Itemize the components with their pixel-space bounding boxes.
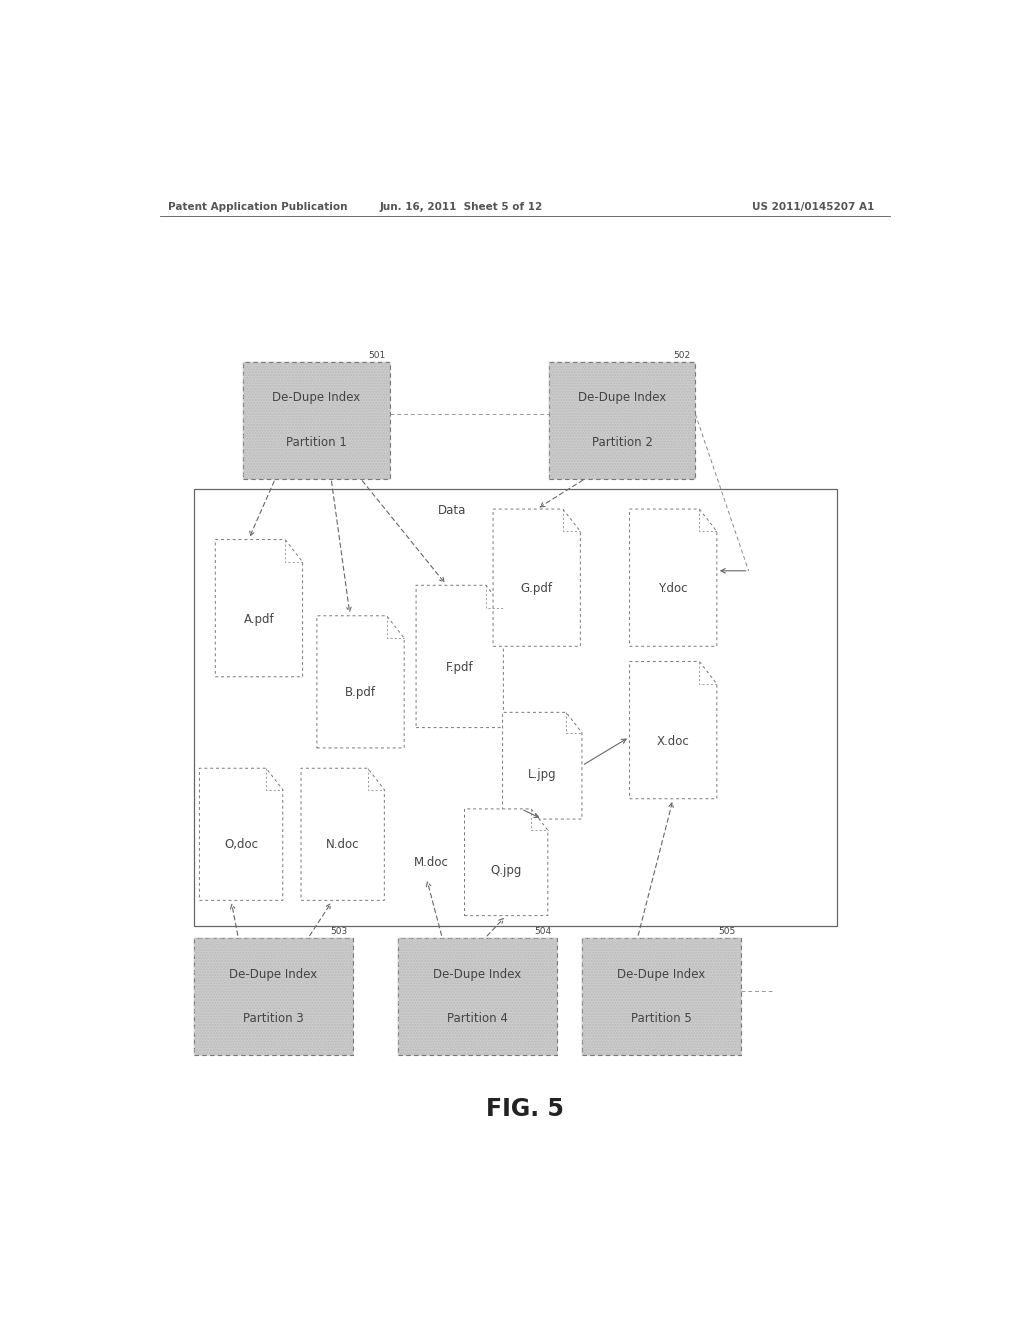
Text: B.pdf: B.pdf: [345, 686, 376, 698]
Polygon shape: [465, 809, 548, 916]
Bar: [194, 488, 837, 925]
Text: 502: 502: [674, 351, 690, 359]
Text: Partition 3: Partition 3: [243, 1012, 303, 1026]
Text: Partition 1: Partition 1: [286, 436, 347, 449]
Text: 505: 505: [719, 927, 736, 936]
Polygon shape: [503, 713, 582, 818]
Bar: [243, 362, 390, 479]
Bar: [549, 362, 695, 479]
Polygon shape: [630, 510, 717, 647]
Text: A.pdf: A.pdf: [244, 612, 274, 626]
Text: US 2011/0145207 A1: US 2011/0145207 A1: [752, 202, 873, 213]
Text: Partition 5: Partition 5: [631, 1012, 691, 1026]
Text: Y.doc: Y.doc: [658, 582, 688, 595]
Bar: [582, 939, 740, 1055]
Bar: [194, 939, 352, 1055]
Text: De-Dupe Index: De-Dupe Index: [617, 968, 706, 981]
Bar: [549, 362, 695, 479]
Text: O,doc: O,doc: [224, 838, 258, 851]
Polygon shape: [494, 510, 581, 647]
Text: De-Dupe Index: De-Dupe Index: [433, 968, 521, 981]
Text: Jun. 16, 2011  Sheet 5 of 12: Jun. 16, 2011 Sheet 5 of 12: [380, 202, 543, 213]
Bar: [397, 939, 557, 1055]
Text: FIG. 5: FIG. 5: [485, 1097, 564, 1121]
Text: M.doc: M.doc: [414, 857, 449, 870]
Text: Partition 4: Partition 4: [446, 1012, 508, 1026]
Text: Patent Application Publication: Patent Application Publication: [168, 202, 347, 213]
Text: 504: 504: [535, 927, 552, 936]
Text: L.jpg: L.jpg: [528, 768, 557, 780]
Text: N.doc: N.doc: [326, 838, 359, 851]
Bar: [582, 939, 740, 1055]
Bar: [194, 939, 352, 1055]
Text: G.pdf: G.pdf: [520, 582, 553, 595]
Polygon shape: [630, 661, 717, 799]
Polygon shape: [301, 768, 384, 900]
Text: Data: Data: [438, 504, 467, 517]
Polygon shape: [215, 540, 303, 677]
Text: De-Dupe Index: De-Dupe Index: [578, 391, 667, 404]
Text: Q.jpg: Q.jpg: [490, 865, 522, 878]
Text: De-Dupe Index: De-Dupe Index: [229, 968, 317, 981]
Polygon shape: [200, 768, 283, 900]
Bar: [243, 362, 390, 479]
Text: 503: 503: [331, 927, 348, 936]
Text: 501: 501: [368, 351, 385, 359]
Polygon shape: [416, 585, 504, 727]
Text: X.doc: X.doc: [656, 735, 689, 747]
Bar: [397, 939, 557, 1055]
Text: F.pdf: F.pdf: [445, 661, 473, 675]
Polygon shape: [316, 615, 404, 748]
Text: Partition 2: Partition 2: [592, 436, 652, 449]
Text: De-Dupe Index: De-Dupe Index: [272, 391, 360, 404]
